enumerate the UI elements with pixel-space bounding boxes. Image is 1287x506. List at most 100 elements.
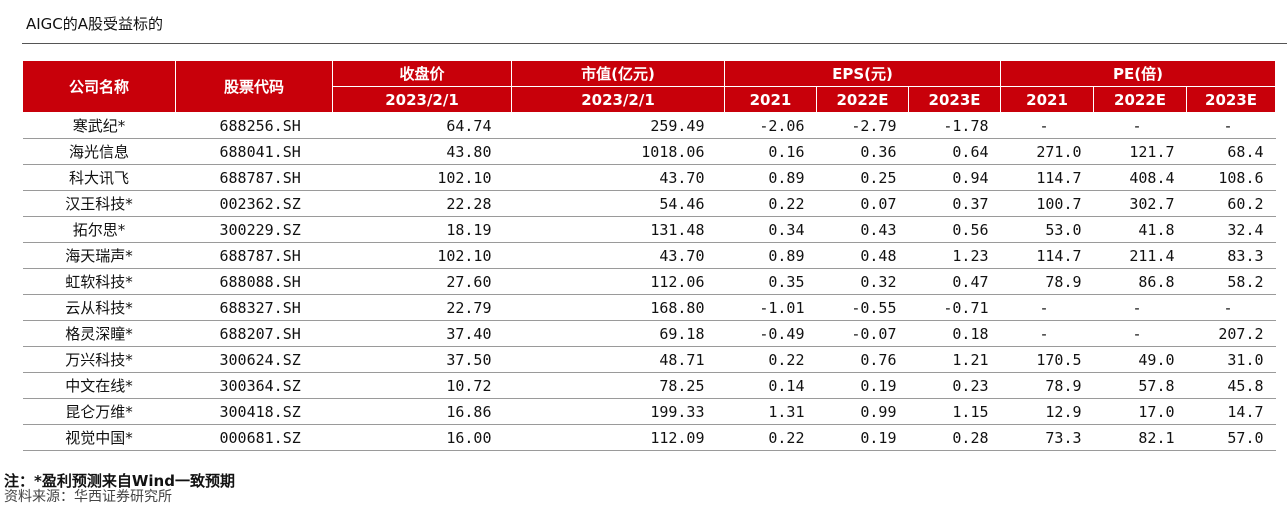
table-row: 云从科技* 688327.SH 22.79 168.80 -1.01 -0.55 -0.71… bbox=[22, 294, 1276, 321]
eps-2022e-cell: 0.25 bbox=[816, 164, 909, 191]
eps-2023e-cell: 0.56 bbox=[908, 216, 1001, 243]
eps-2022e-cell: 0.32 bbox=[816, 268, 909, 295]
market-cap-cell: 43.70 bbox=[511, 242, 725, 269]
pe-2021-cell: - bbox=[1000, 320, 1094, 347]
eps-2021-cell: 0.16 bbox=[724, 138, 817, 165]
stock-code-cell: 000681.SZ bbox=[175, 424, 333, 451]
pe-2022e-cell: 302.7 bbox=[1093, 190, 1187, 217]
table-row: 汉王科技* 002362.SZ 22.28 54.46 0.22 0.07 0.37 100.… bbox=[22, 190, 1276, 217]
market-cap-cell: 78.25 bbox=[511, 372, 725, 399]
stock-code-cell: 688256.SH bbox=[175, 112, 333, 139]
eps-2023e-cell: 0.64 bbox=[908, 138, 1001, 165]
pe-2022e-cell: - bbox=[1093, 320, 1187, 347]
table-body: 寒武纪* 688256.SH 64.74 259.49 -2.06 -2.79 -1.78-… bbox=[22, 112, 1276, 451]
market-cap-cell: 54.46 bbox=[511, 190, 725, 217]
market-cap-cell: 199.33 bbox=[511, 398, 725, 425]
pe-2023e-cell: 60.2 bbox=[1186, 190, 1276, 217]
header-eps-2022e: 2022E bbox=[816, 86, 909, 113]
pe-2023e-cell: 45.8 bbox=[1186, 372, 1276, 399]
pe-2023e-cell: 83.3 bbox=[1186, 242, 1276, 269]
close-price-cell: 27.60 bbox=[332, 268, 512, 295]
eps-2021-cell: -0.49 bbox=[724, 320, 817, 347]
stock-code-cell: 688787.SH bbox=[175, 242, 333, 269]
eps-2023e-cell: 1.23 bbox=[908, 242, 1001, 269]
eps-2021-cell: 0.22 bbox=[724, 190, 817, 217]
pe-2021-cell: 114.7 bbox=[1000, 164, 1094, 191]
pe-2022e-cell: 17.0 bbox=[1093, 398, 1187, 425]
company-name-cell: 万兴科技* bbox=[22, 346, 176, 373]
eps-2022e-cell: 0.43 bbox=[816, 216, 909, 243]
eps-2021-cell: 0.35 bbox=[724, 268, 817, 295]
company-name-cell: 虹软科技* bbox=[22, 268, 176, 295]
table-row: 虹软科技* 688088.SH 27.60 112.06 0.35 0.32 0.47 78.… bbox=[22, 268, 1276, 295]
eps-2021-cell: -2.06 bbox=[724, 112, 817, 139]
company-name-cell: 海天瑞声* bbox=[22, 242, 176, 269]
eps-2023e-cell: 0.18 bbox=[908, 320, 1001, 347]
pe-2022e-cell: 86.8 bbox=[1093, 268, 1187, 295]
header-code: 股票代码 bbox=[175, 60, 333, 113]
pe-2023e-cell: 58.2 bbox=[1186, 268, 1276, 295]
eps-2022e-cell: 0.19 bbox=[816, 424, 909, 451]
eps-2023e-cell: 0.94 bbox=[908, 164, 1001, 191]
market-cap-cell: 259.49 bbox=[511, 112, 725, 139]
close-price-cell: 16.00 bbox=[332, 424, 512, 451]
company-name-cell: 拓尔思* bbox=[22, 216, 176, 243]
company-name-cell: 云从科技* bbox=[22, 294, 176, 321]
close-price-cell: 102.10 bbox=[332, 242, 512, 269]
table-row: 万兴科技* 300624.SZ 37.50 48.71 0.22 0.76 1.21 170.… bbox=[22, 346, 1276, 373]
company-name-cell: 海光信息 bbox=[22, 138, 176, 165]
pe-2023e-cell: 108.6 bbox=[1186, 164, 1276, 191]
table-row: 寒武纪* 688256.SH 64.74 259.49 -2.06 -2.79 -1.78-… bbox=[22, 112, 1276, 139]
table-row: 昆仑万维* 300418.SZ 16.86 199.33 1.31 0.99 1.15 12.… bbox=[22, 398, 1276, 425]
stock-code-cell: 688327.SH bbox=[175, 294, 333, 321]
header-mktcap-date: 2023/2/1 bbox=[511, 86, 725, 113]
eps-2023e-cell: 0.23 bbox=[908, 372, 1001, 399]
eps-2023e-cell: 0.37 bbox=[908, 190, 1001, 217]
pe-2022e-cell: - bbox=[1093, 294, 1187, 321]
company-name-cell: 格灵深瞳* bbox=[22, 320, 176, 347]
pe-2021-cell: 100.7 bbox=[1000, 190, 1094, 217]
stock-code-cell: 688787.SH bbox=[175, 164, 333, 191]
pe-2022e-cell: 121.7 bbox=[1093, 138, 1187, 165]
pe-2022e-cell: 82.1 bbox=[1093, 424, 1187, 451]
pe-2021-cell: 78.9 bbox=[1000, 268, 1094, 295]
table-row: 海光信息 688041.SH 43.80 1018.06 0.16 0.36 0.64 271… bbox=[22, 138, 1276, 165]
pe-2021-cell: 73.3 bbox=[1000, 424, 1094, 451]
stock-table: 公司名称 股票代码 收盘价 市值(亿元) EPS(元) PE(倍) 2023/2… bbox=[22, 60, 1277, 451]
pe-2021-cell: 12.9 bbox=[1000, 398, 1094, 425]
eps-2021-cell: 0.89 bbox=[724, 242, 817, 269]
pe-2021-cell: 78.9 bbox=[1000, 372, 1094, 399]
eps-2022e-cell: 0.76 bbox=[816, 346, 909, 373]
market-cap-cell: 43.70 bbox=[511, 164, 725, 191]
header-pe: PE(倍) bbox=[1000, 60, 1277, 87]
pe-2023e-cell: 207.2 bbox=[1186, 320, 1276, 347]
close-price-cell: 22.79 bbox=[332, 294, 512, 321]
close-price-cell: 18.19 bbox=[332, 216, 512, 243]
footnote: 注：*盈利预测来自Wind一致预期 bbox=[4, 472, 235, 490]
company-name-cell: 中文在线* bbox=[22, 372, 176, 399]
table-row: 视觉中国* 000681.SZ 16.00 112.09 0.22 0.19 0.28 73.… bbox=[22, 424, 1276, 451]
eps-2022e-cell: 0.36 bbox=[816, 138, 909, 165]
header-close-date: 2023/2/1 bbox=[332, 86, 512, 113]
pe-2023e-cell: 32.4 bbox=[1186, 216, 1276, 243]
eps-2022e-cell: 0.48 bbox=[816, 242, 909, 269]
close-price-cell: 102.10 bbox=[332, 164, 512, 191]
eps-2023e-cell: 1.21 bbox=[908, 346, 1001, 373]
pe-2021-cell: - bbox=[1000, 112, 1094, 139]
pe-2023e-cell: 14.7 bbox=[1186, 398, 1276, 425]
eps-2023e-cell: 0.28 bbox=[908, 424, 1001, 451]
stock-code-cell: 300418.SZ bbox=[175, 398, 333, 425]
source-line: 资料来源：华西证券研究所 bbox=[4, 489, 172, 505]
company-name-cell: 视觉中国* bbox=[22, 424, 176, 451]
table-row: 科大讯飞 688787.SH 102.10 43.70 0.89 0.25 0.94 114.… bbox=[22, 164, 1276, 191]
pe-2023e-cell: - bbox=[1186, 112, 1276, 139]
stock-code-cell: 300229.SZ bbox=[175, 216, 333, 243]
company-name-cell: 昆仑万维* bbox=[22, 398, 176, 425]
market-cap-cell: 112.06 bbox=[511, 268, 725, 295]
eps-2022e-cell: 0.19 bbox=[816, 372, 909, 399]
pe-2021-cell: 114.7 bbox=[1000, 242, 1094, 269]
pe-2021-cell: 271.0 bbox=[1000, 138, 1094, 165]
title-divider bbox=[22, 43, 1287, 44]
stock-code-cell: 300364.SZ bbox=[175, 372, 333, 399]
close-price-cell: 37.50 bbox=[332, 346, 512, 373]
